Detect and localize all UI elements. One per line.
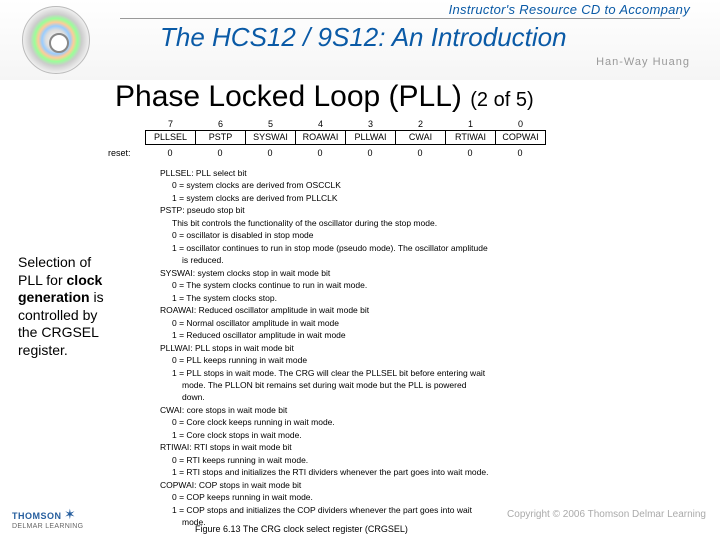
desc-line: 0 = RTI keeps running in wait mode. bbox=[160, 455, 660, 466]
desc-line: CWAI: core stops in wait mode bit bbox=[160, 405, 660, 416]
bit-name: SYSWAI bbox=[246, 130, 296, 144]
bit-descriptions: PLLSEL: PLL select bit 0 = system clocks… bbox=[160, 168, 660, 530]
lt-bold: clock bbox=[67, 272, 103, 288]
lt-line: PLL for bbox=[18, 272, 67, 288]
bit-name: ROAWAI bbox=[296, 130, 346, 144]
header-subtitle: Instructor's Resource CD to Accompany bbox=[449, 2, 690, 17]
left-explanation: Selection of PLL for clock generation is… bbox=[18, 254, 138, 359]
header-divider bbox=[120, 18, 680, 19]
desc-line: COPWAI: COP stops in wait mode bit bbox=[160, 480, 660, 491]
bit-name: COPWAI bbox=[496, 130, 546, 144]
bit-num: 4 bbox=[296, 118, 346, 130]
desc-line: PLLSEL: PLL select bit bbox=[160, 168, 660, 179]
desc-line: 1 = Reduced oscillator amplitude in wait… bbox=[160, 330, 660, 341]
bit-num: 7 bbox=[146, 118, 196, 130]
lt-line: is bbox=[90, 289, 104, 305]
desc-line: 1 = The system clocks stop. bbox=[160, 293, 660, 304]
bit-name: PLLWAI bbox=[346, 130, 396, 144]
lt-line: the CRGSEL bbox=[18, 324, 99, 340]
lt-line: Selection of bbox=[18, 254, 91, 270]
thomson-text: THOMSON bbox=[12, 511, 62, 521]
reset-val: 0 bbox=[195, 148, 245, 158]
desc-line: 0 = The system clocks continue to run in… bbox=[160, 280, 660, 291]
publisher-logo: THOMSON ✶ DELMAR LEARNING bbox=[12, 506, 83, 530]
desc-line: mode. The PLLON bit remains set during w… bbox=[160, 380, 660, 391]
reset-val: 0 bbox=[395, 148, 445, 158]
desc-line: 1 = RTI stops and initializes the RTI di… bbox=[160, 467, 660, 478]
reset-values-row: 00000000 bbox=[145, 148, 545, 158]
header-title: The HCS12 / 9S12: An Introduction bbox=[160, 22, 567, 53]
desc-line: 0 = system clocks are derived from OSCCL… bbox=[160, 180, 660, 191]
bit-number-row: 7 6 5 4 3 2 1 0 bbox=[146, 118, 546, 130]
desc-line: 0 = COP keeps running in wait mode. bbox=[160, 492, 660, 503]
desc-line: PSTP: pseudo stop bit bbox=[160, 205, 660, 216]
lt-bold: generation bbox=[18, 289, 90, 305]
desc-line: 0 = oscillator is disabled in stop mode bbox=[160, 230, 660, 241]
bit-num: 5 bbox=[246, 118, 296, 130]
reset-val: 0 bbox=[495, 148, 545, 158]
bit-num: 6 bbox=[196, 118, 246, 130]
register-bits-table: 7 6 5 4 3 2 1 0 PLLSEL PSTP SYSWAI ROAWA… bbox=[145, 118, 546, 145]
desc-line: 1 = PLL stops in wait mode. The CRG will… bbox=[160, 368, 660, 379]
desc-line: SYSWAI: system clocks stop in wait mode … bbox=[160, 268, 660, 279]
desc-line: RTIWAI: RTI stops in wait mode bit bbox=[160, 442, 660, 453]
reset-val: 0 bbox=[445, 148, 495, 158]
bit-name: PLLSEL bbox=[146, 130, 196, 144]
lt-line: register. bbox=[18, 342, 68, 358]
lt-line: controlled by bbox=[18, 307, 97, 323]
bit-num: 3 bbox=[346, 118, 396, 130]
reset-val: 0 bbox=[245, 148, 295, 158]
delmar-text: DELMAR LEARNING bbox=[12, 523, 83, 530]
reset-val: 0 bbox=[295, 148, 345, 158]
desc-line: PLLWAI: PLL stops in wait mode bit bbox=[160, 343, 660, 354]
desc-line: 1 = system clocks are derived from PLLCL… bbox=[160, 193, 660, 204]
reset-val: 0 bbox=[145, 148, 195, 158]
reset-val: 0 bbox=[345, 148, 395, 158]
bit-num: 1 bbox=[446, 118, 496, 130]
bit-num: 0 bbox=[496, 118, 546, 130]
desc-line: This bit controls the functionality of t… bbox=[160, 218, 660, 229]
bit-num: 2 bbox=[396, 118, 446, 130]
bit-name-row: PLLSEL PSTP SYSWAI ROAWAI PLLWAI CWAI RT… bbox=[146, 130, 546, 144]
desc-line: 1 = Core clock stops in wait mode. bbox=[160, 430, 660, 441]
slide-header: Instructor's Resource CD to Accompany Th… bbox=[0, 0, 720, 80]
desc-line: ROAWAI: Reduced oscillator amplitude in … bbox=[160, 305, 660, 316]
bit-name: CWAI bbox=[396, 130, 446, 144]
slide-title: Phase Locked Loop (PLL) (2 of 5) bbox=[115, 80, 534, 114]
desc-line: 1 = oscillator continues to run in stop … bbox=[160, 243, 660, 254]
desc-line: 0 = Normal oscillator amplitude in wait … bbox=[160, 318, 660, 329]
copyright-text: Copyright © 2006 Thomson Delmar Learning bbox=[507, 509, 706, 520]
header-author: Han-Way Huang bbox=[596, 56, 690, 68]
slide-title-sub: (2 of 5) bbox=[470, 89, 533, 111]
bit-name: PSTP bbox=[196, 130, 246, 144]
desc-line: down. bbox=[160, 392, 660, 403]
bit-name: RTIWAI bbox=[446, 130, 496, 144]
reset-label: reset: bbox=[108, 148, 131, 158]
star-icon: ✶ bbox=[64, 506, 76, 522]
desc-line: is reduced. bbox=[160, 255, 660, 266]
cd-disc-graphic bbox=[22, 6, 90, 74]
figure-caption: Figure 6.13 The CRG clock select registe… bbox=[195, 524, 408, 534]
desc-line: 0 = PLL keeps running in wait mode bbox=[160, 355, 660, 366]
desc-line: 0 = Core clock keeps running in wait mod… bbox=[160, 417, 660, 428]
slide-title-main: Phase Locked Loop (PLL) bbox=[115, 80, 462, 113]
